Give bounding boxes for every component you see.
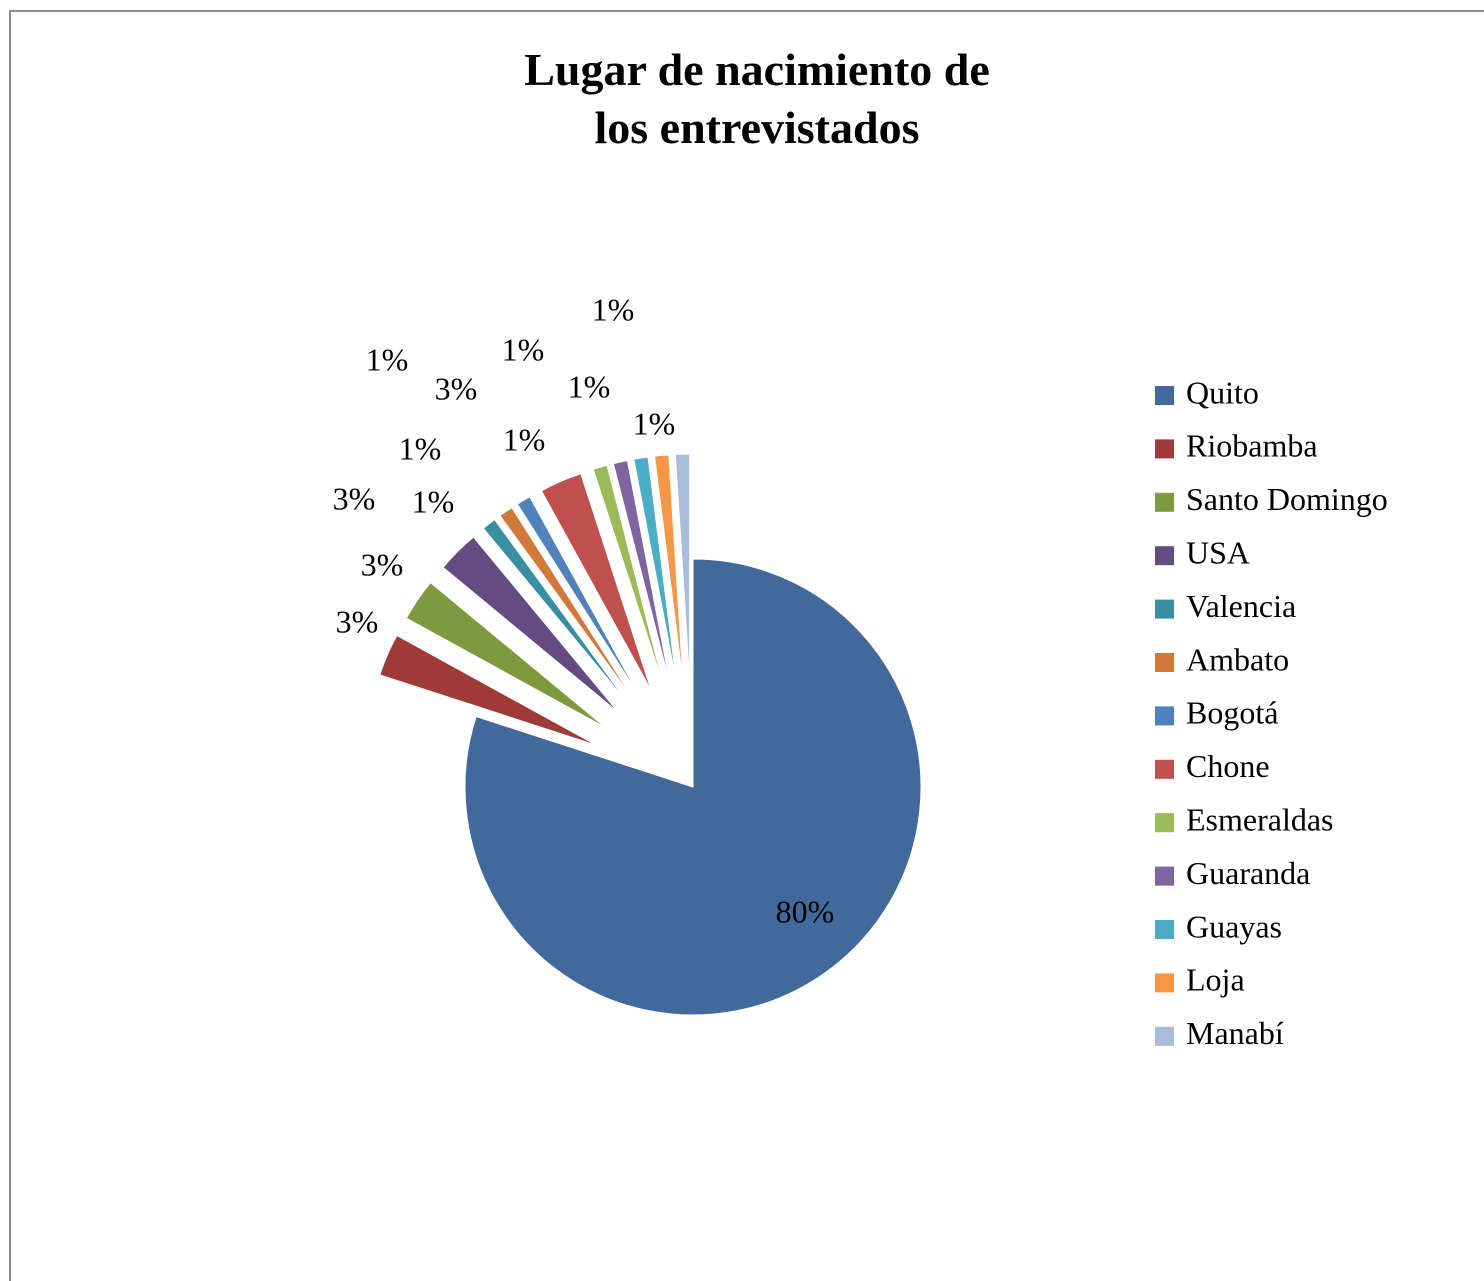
legend-swatch — [1155, 920, 1174, 939]
pie-slice — [442, 536, 620, 714]
legend-label: Guaranda — [1186, 855, 1310, 891]
data-label: 1% — [592, 291, 635, 327]
data-label: 1% — [633, 405, 676, 441]
data-label: 3% — [435, 370, 478, 406]
chart-frame — [9, 10, 1484, 1281]
legend-swatch — [1155, 439, 1174, 459]
legend-label: Ambato — [1186, 641, 1289, 677]
legend-label: USA — [1186, 535, 1250, 571]
legend-label: Esmeraldas — [1186, 802, 1334, 838]
pie-slice — [653, 454, 684, 683]
chart-title: Lugar de nacimiento de los entrevistados — [524, 44, 990, 153]
pie-slice — [379, 634, 597, 746]
legend-label: Guayas — [1186, 908, 1282, 944]
pie-slice — [482, 518, 630, 705]
legend-swatch — [1155, 546, 1174, 566]
legend-label: Quito — [1186, 374, 1259, 410]
pie-slice — [633, 456, 678, 684]
data-label: 1% — [399, 430, 442, 466]
legend-swatch — [1155, 759, 1174, 779]
legend-label: Manabí — [1186, 1015, 1284, 1051]
data-label: 3% — [336, 603, 379, 639]
legend-label: Chone — [1186, 748, 1270, 784]
legend-swatch — [1155, 866, 1174, 886]
legend-swatch — [1155, 653, 1174, 672]
legend-swatch — [1155, 706, 1174, 726]
data-label: 1% — [412, 483, 455, 519]
pie-slice — [592, 464, 665, 687]
data-label: 3% — [333, 480, 376, 516]
data-label: 1% — [366, 341, 409, 377]
data-label: 80% — [776, 893, 835, 929]
data-label: 1% — [503, 421, 546, 457]
legend-label: Valencia — [1186, 588, 1296, 624]
legend-label: Santo Domingo — [1186, 481, 1388, 517]
legend-swatch — [1155, 492, 1174, 512]
pie-slice — [674, 453, 691, 683]
pie-slice — [540, 473, 652, 691]
pie-slice — [612, 459, 671, 685]
pie-slice — [516, 496, 640, 697]
legend-swatch — [1155, 1026, 1174, 1046]
data-label: 1% — [568, 368, 611, 404]
legend-swatch — [1155, 973, 1174, 993]
legend-swatch — [1155, 599, 1174, 619]
pie-slice — [464, 558, 922, 1016]
data-label: 1% — [502, 331, 545, 367]
legend-swatch — [1155, 813, 1174, 833]
data-label: 3% — [361, 546, 404, 582]
legend-label: Bogotá — [1186, 695, 1278, 731]
pie-slice — [499, 506, 635, 701]
legend-label: Loja — [1186, 962, 1245, 998]
legend-label: Riobamba — [1186, 428, 1318, 464]
legend-swatch — [1155, 386, 1174, 405]
pie-slice — [405, 581, 607, 729]
